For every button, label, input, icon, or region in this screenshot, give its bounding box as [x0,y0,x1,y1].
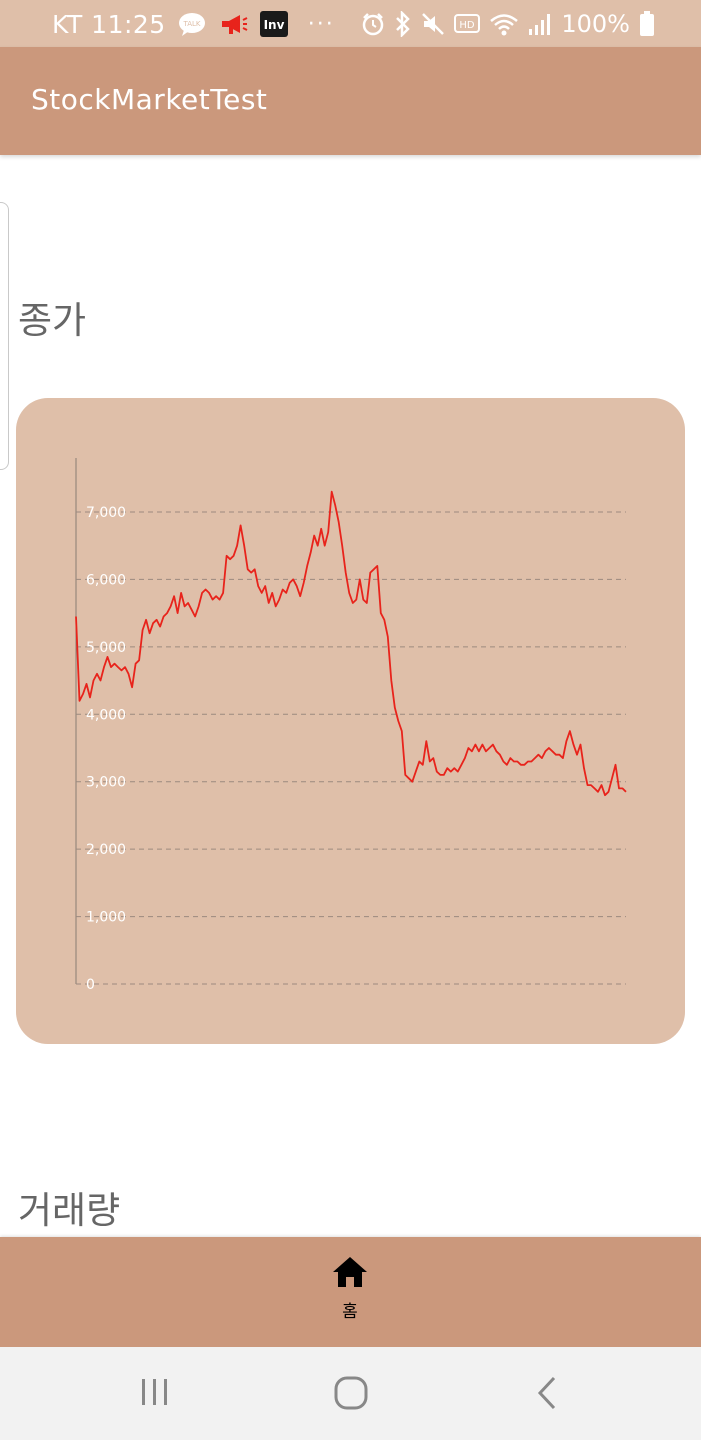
back-chevron-icon [537,1376,556,1410]
more-notifications-icon: ··· [307,11,335,37]
megaphone-icon [220,12,248,36]
close-price-chart: 0 1,000 2,000 3,000 4,000 5,000 6,000 7,000 [75,458,627,993]
mute-icon [421,12,445,36]
y-tick-label: 7,000 [86,505,126,521]
close-price-series-line [75,490,627,797]
investing-app-icon: Inv [259,11,288,37]
kakaotalk-icon: TALK [178,12,208,36]
signal-icon [528,12,552,36]
y-tick-label: 2,000 [86,842,126,858]
hd-label: HD [460,20,476,31]
y-tick-label: 5,000 [86,640,126,656]
status-right: HD 100% [361,8,655,40]
status-left: KT 11:25 TALK Inv ··· [52,8,335,40]
volume-title: 거래량 [18,1189,121,1232]
app-bar: StockMarketTest [0,47,701,155]
y-tick-label: 6,000 [86,572,126,588]
y-tick-label: 1,000 [86,910,126,926]
wifi-icon [489,12,519,36]
recent-apps-button[interactable] [139,1375,171,1413]
alarm-icon [361,12,385,36]
nav-item-home[interactable]: 홈 [320,1255,380,1335]
kakaotalk-label: TALK [182,20,200,28]
home-button[interactable] [333,1375,369,1415]
y-tick-label: 4,000 [86,707,126,723]
home-circle-icon [334,1376,368,1410]
home-icon [333,1257,367,1287]
system-navigation-bar [0,1347,701,1440]
bottom-navigation: 홈 [0,1237,701,1347]
nav-item-home-label: 홈 [342,1302,358,1322]
back-button[interactable] [535,1375,559,1415]
chart-gridlines [76,511,626,985]
close-price-chart-card: 0 1,000 2,000 3,000 4,000 5,000 6,000 7,000 [16,398,685,1044]
close-price-title: 종가 [18,299,87,342]
y-tick-label: 0 [86,977,95,993]
recent-apps-icon [142,1379,167,1405]
battery-percentage: 100% [561,10,630,38]
y-tick-label: 3,000 [86,775,126,791]
hd-voice-icon: HD [454,13,481,35]
status-bar: KT 11:25 TALK Inv ··· [0,0,701,47]
chart-y-tick-labels: 0 1,000 2,000 3,000 4,000 5,000 6,000 7,000 [86,505,126,993]
side-drawer-edge[interactable] [0,202,9,470]
app-title: StockMarketTest [31,83,268,116]
battery-icon [639,11,655,37]
bluetooth-icon [394,11,412,37]
investing-label: Inv [263,18,284,32]
status-carrier-time: KT 11:25 [52,9,166,39]
